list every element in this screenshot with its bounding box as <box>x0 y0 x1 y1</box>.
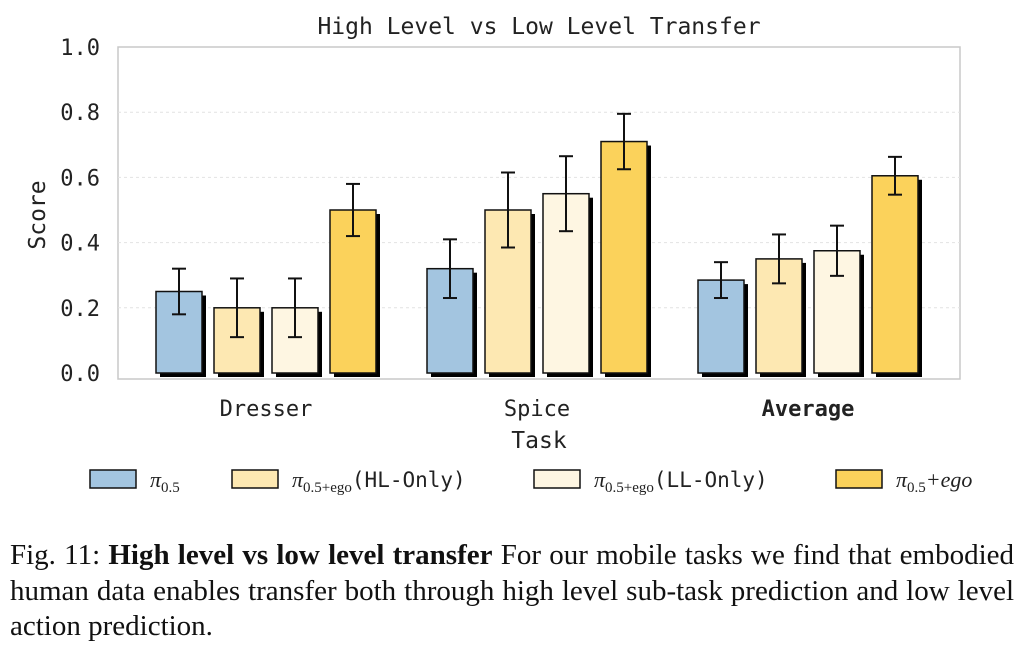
caption-bold-title: High level vs low level transfer <box>108 539 493 571</box>
bar <box>871 175 919 374</box>
legend-label: π0.5+ego <box>896 467 972 496</box>
bar-chart: 0.0 0.2 0.4 0.6 0.8 1.0 High Level vs Low Leve… <box>25 14 972 496</box>
x-tick-label: Spice <box>504 397 570 422</box>
y-tick-label: 0.4 <box>60 232 100 257</box>
legend-swatch <box>89 469 137 489</box>
x-tick-label: Average <box>762 397 855 422</box>
y-axis-label: Score <box>25 180 51 249</box>
legend-label: π0.5+ego(HL-Only) <box>292 467 466 496</box>
legend-swatch <box>533 469 581 489</box>
y-tick-label: 1.0 <box>60 36 100 61</box>
plot-frame <box>117 46 961 380</box>
figure-caption: Fig. 11: High level vs low level transfe… <box>10 538 1014 645</box>
chart-title: High Level vs Low Level Transfer <box>317 14 760 40</box>
y-tick-label: 0.6 <box>60 166 100 191</box>
caption-label: Fig. 11: <box>10 539 101 571</box>
x-axis-label: Task <box>511 428 567 454</box>
caption-text: For our mobile tasks we find that embodi… <box>10 539 1015 642</box>
legend-swatch <box>835 469 883 489</box>
legend-label: π0.5+ego(LL-Only) <box>594 467 768 496</box>
bar <box>213 307 261 374</box>
x-tick-label: Dresser <box>220 397 313 422</box>
bar <box>600 140 648 374</box>
bar <box>329 209 377 374</box>
legend-label: π0.5 <box>150 467 180 496</box>
y-tick-label: 0.0 <box>60 362 100 387</box>
y-tick-label: 0.8 <box>60 101 100 126</box>
y-tick-label: 0.2 <box>60 297 100 322</box>
legend-swatch <box>231 469 279 489</box>
